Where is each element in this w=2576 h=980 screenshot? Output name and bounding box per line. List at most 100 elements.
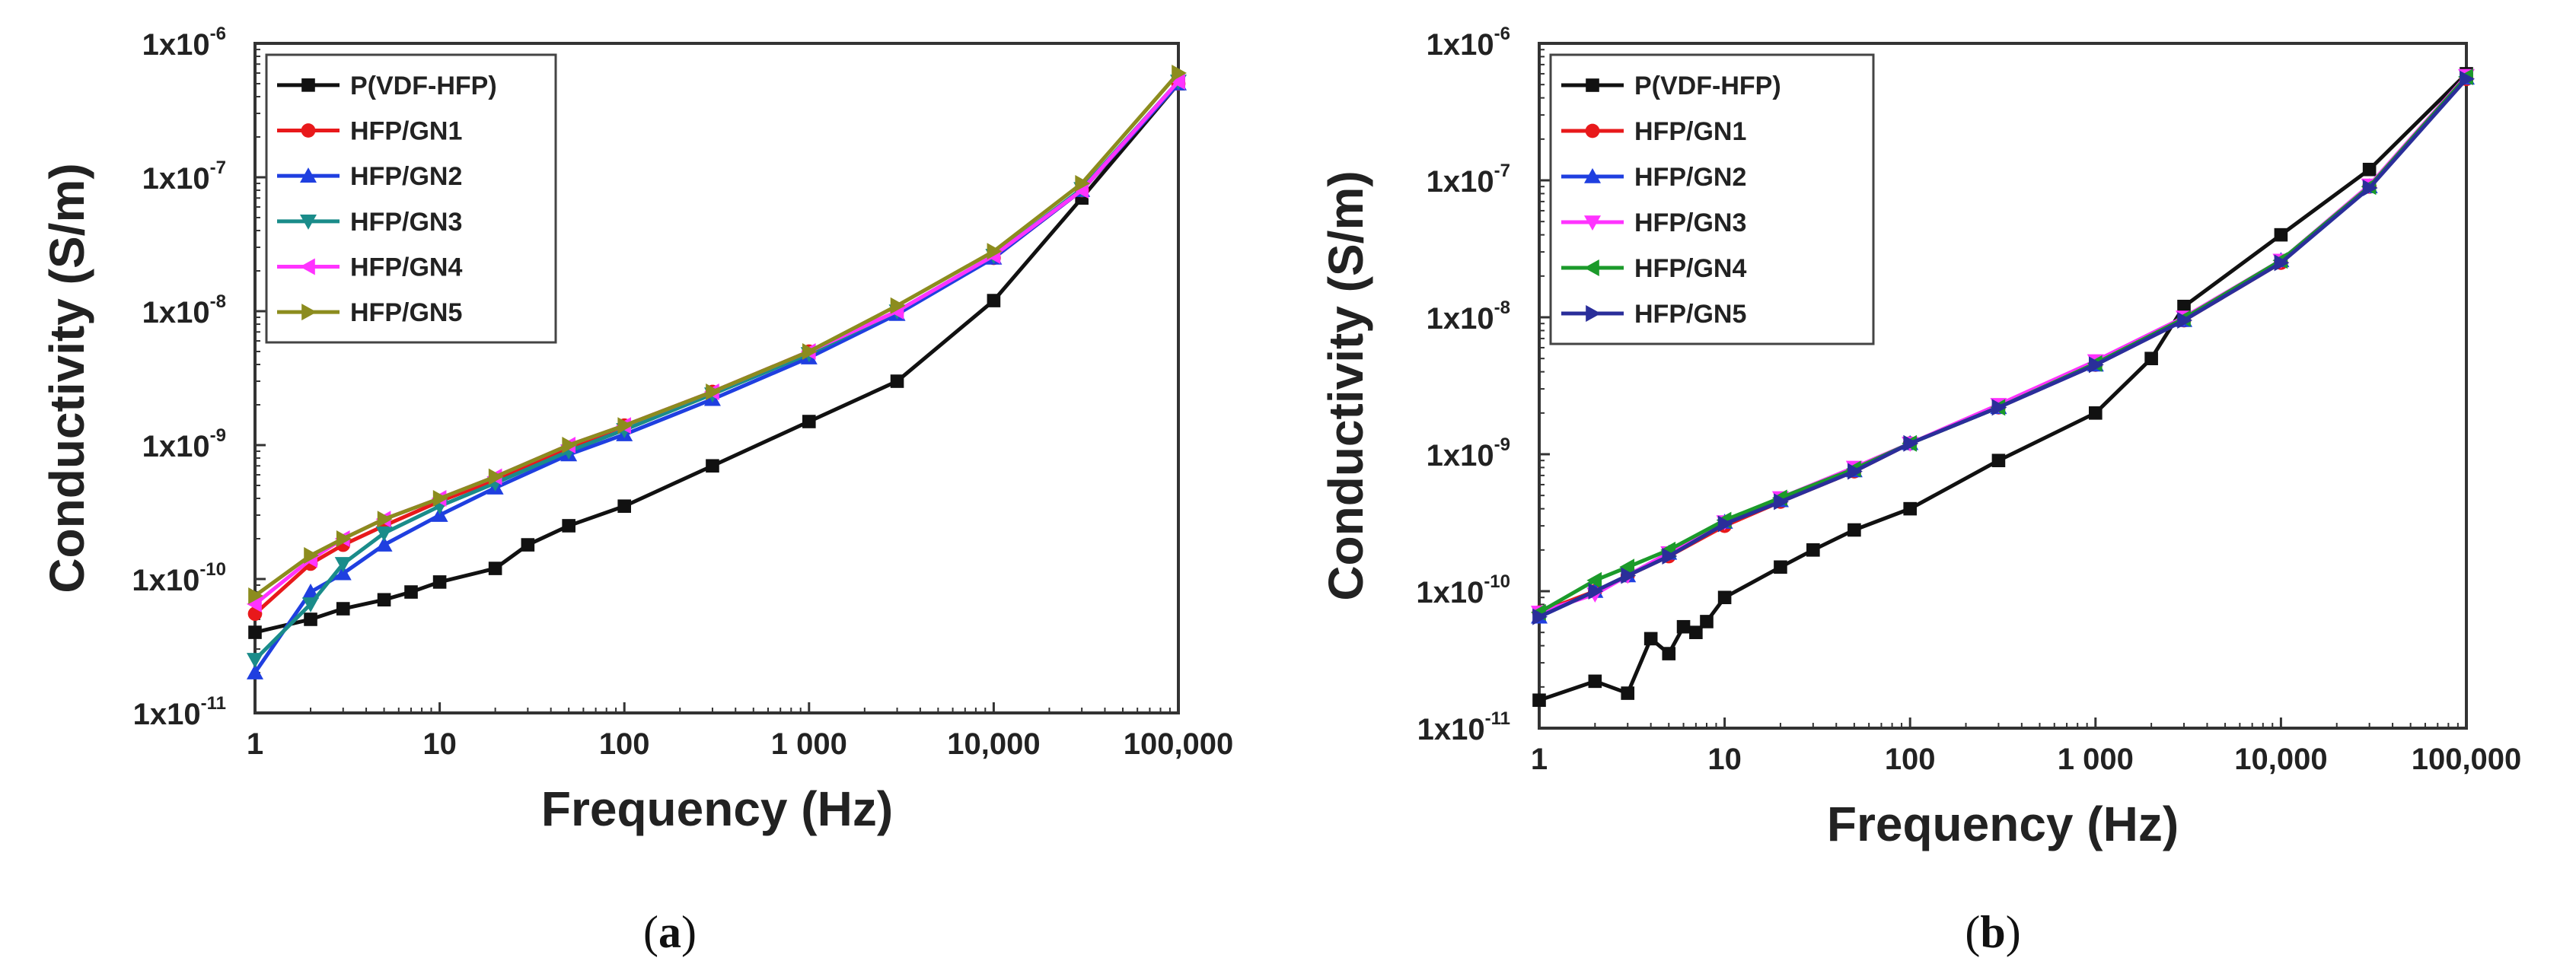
- data-point: [247, 653, 263, 668]
- y-tick-label: 1x10-11: [1417, 708, 1510, 746]
- y-tick-label: 1x10-8: [1427, 298, 1510, 336]
- data-point: [1848, 523, 1861, 537]
- legend-label: HFP/GN3: [350, 208, 462, 237]
- data-point: [2362, 162, 2377, 177]
- legend-swatch-marker: [1584, 259, 1599, 276]
- data-point: [377, 511, 393, 528]
- y-tick-label: 1x10-10: [132, 559, 226, 597]
- data-point: [617, 417, 633, 434]
- legend-label: HFP/GN2: [350, 162, 462, 191]
- legend-label: HFP/GN3: [1634, 208, 1746, 237]
- legend-box: [1549, 53, 1875, 345]
- legend-label: HFP/GN4: [350, 253, 462, 282]
- y-tick-exponent: -10: [1484, 571, 1510, 592]
- data-point: [617, 499, 631, 514]
- x-tick-label: 100: [599, 727, 650, 761]
- data-point: [1717, 515, 1733, 533]
- legend: P(VDF-HFP) HFP/GN1 HFP/GN2 HFP/GN3 HFP/GN4 HF…: [1549, 53, 1875, 345]
- x-tick-label: 100,000: [2412, 743, 2522, 776]
- series-hfp-gn5: [248, 65, 1187, 604]
- y-tick-label: 1x10-8: [142, 291, 226, 329]
- data-point: [1991, 399, 2007, 416]
- data-point: [706, 383, 721, 400]
- legend-swatch-marker: [301, 78, 315, 92]
- data-point: [1774, 560, 1787, 574]
- y-tick-base: 1x10: [1417, 713, 1485, 746]
- y-tick-exponent: -6: [1494, 24, 1510, 44]
- y-tick-label: 1x10-11: [133, 693, 226, 731]
- data-point: [375, 526, 393, 542]
- x-tick-label: 100,000: [1124, 727, 1234, 761]
- panel-label: (b): [1965, 907, 2020, 957]
- y-tick-label: 1x10-6: [1427, 24, 1510, 62]
- y-tick-base: 1x10: [142, 430, 210, 463]
- data-point: [1588, 674, 1602, 689]
- data-point: [1662, 647, 1676, 660]
- legend: P(VDF-HFP) HFP/GN1 HFP/GN2 HFP/GN3 HFP/GN4 HF…: [265, 53, 557, 344]
- x-tick-label: 1 000: [2058, 743, 2134, 776]
- y-tick-exponent: -6: [210, 24, 226, 44]
- y-tick-label: 1x10-6: [142, 24, 226, 62]
- data-point: [247, 664, 263, 679]
- x-tick-label: 1: [1531, 743, 1548, 776]
- y-tick-exponent: -9: [1494, 434, 1510, 455]
- x-tick-label: 10,000: [2234, 743, 2327, 776]
- legend-box: [265, 53, 557, 344]
- series-line: [253, 72, 1180, 598]
- y-tick-base: 1x10: [133, 698, 201, 731]
- x-tick-label: 10: [422, 727, 457, 761]
- panel-label-open-paren: (: [643, 907, 658, 957]
- legend-label: HFP/GN2: [1634, 163, 1746, 192]
- data-point: [802, 415, 816, 428]
- panel-label-letter: a: [658, 907, 681, 957]
- data-point: [1700, 615, 1714, 628]
- x-tick-label: 1: [247, 727, 263, 761]
- y-tick-exponent: -8: [210, 291, 226, 312]
- data-point: [2177, 312, 2193, 329]
- data-point: [1532, 693, 1546, 708]
- panel-label: (a): [643, 907, 697, 957]
- data-point: [1717, 590, 1732, 605]
- legend-swatch-marker: [301, 123, 316, 138]
- data-point: [2089, 356, 2104, 374]
- legend-swatch-marker: [1585, 123, 1600, 138]
- x-tick-label: 10: [1707, 743, 1742, 776]
- panel-label-letter: b: [1980, 907, 2005, 957]
- x-tick-label: 1 000: [771, 727, 847, 761]
- data-point: [2274, 228, 2288, 242]
- y-tick-exponent: -7: [210, 158, 226, 178]
- data-point: [1643, 632, 1658, 646]
- legend-label: HFP/GN1: [350, 117, 462, 146]
- y-tick-base: 1x10: [1427, 439, 1494, 473]
- data-point: [248, 625, 262, 639]
- data-point: [802, 342, 818, 360]
- y-tick-label: 1x10-9: [142, 425, 226, 463]
- series-p-vdf-hfp-: [248, 77, 1185, 639]
- legend-label: P(VDF-HFP): [1634, 72, 1781, 100]
- series-hfp-gn5: [1532, 70, 2475, 625]
- y-axis-title: Conductivity (S/m): [40, 163, 94, 593]
- data-point: [890, 374, 904, 388]
- data-point: [432, 490, 448, 508]
- legend-swatch-marker: [1586, 305, 1601, 322]
- data-point: [2144, 352, 2158, 365]
- panel-label-close-paren: ): [2006, 907, 2021, 957]
- y-tick-label: 1x10-10: [1416, 571, 1510, 609]
- data-point: [1172, 65, 1187, 82]
- y-tick-exponent: -11: [201, 693, 226, 714]
- plot-frame: [1538, 42, 2468, 730]
- y-tick-label: 1x10-7: [1427, 161, 1510, 199]
- data-point: [336, 530, 352, 548]
- data-point: [1586, 571, 1602, 589]
- legend-swatch-marker: [1584, 215, 1601, 231]
- y-tick-base: 1x10: [142, 296, 210, 329]
- data-point: [706, 459, 719, 473]
- data-point: [432, 575, 447, 589]
- y-tick-label: 1x10-9: [1427, 434, 1510, 473]
- data-point: [1991, 453, 2006, 468]
- data-point: [336, 602, 350, 616]
- y-tick-base: 1x10: [142, 28, 210, 62]
- y-tick-base: 1x10: [1427, 302, 1494, 336]
- legend-label: HFP/GN5: [1634, 300, 1746, 329]
- y-tick-exponent: -8: [1494, 298, 1510, 318]
